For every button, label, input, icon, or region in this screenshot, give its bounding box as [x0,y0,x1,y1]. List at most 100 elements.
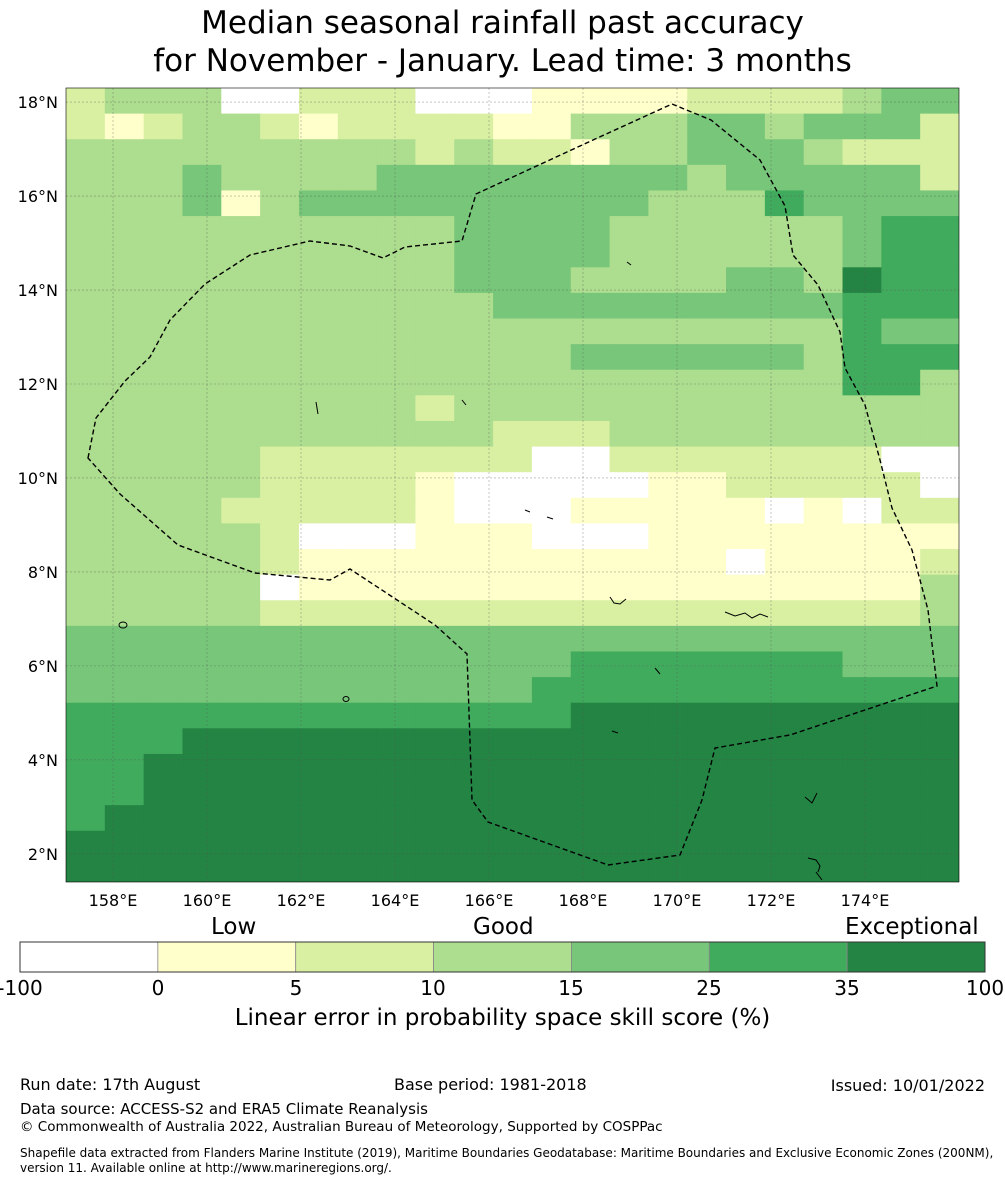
skill-cell [143,472,184,499]
skill-cell [182,395,222,422]
skill-cell [182,446,222,473]
skill-cell [609,600,649,627]
skill-cell [687,574,727,601]
skill-cell [493,292,533,320]
skill-cell [260,856,300,882]
skill-cell [298,702,339,729]
colorbar-tick: 100 [965,976,1005,1000]
skill-cell [531,523,572,550]
skill-cell [764,830,805,857]
skill-cell [648,292,688,320]
skill-cell [609,651,649,678]
island [804,792,818,804]
skill-cell [66,420,106,448]
skill-cell [454,113,494,140]
skill-cell [415,497,455,525]
skill-cell [221,779,261,806]
skill-cell [143,600,184,627]
skill-cell [298,88,339,115]
skill-cell [221,344,261,371]
skill-cell [104,318,145,345]
skill-cell [221,702,261,729]
skill-cell [842,779,882,806]
skill-cell [337,677,378,704]
skill-cell [66,523,106,550]
skill-cell [221,190,261,217]
latitude-label: 4°N [28,751,58,770]
skill-cell [182,267,222,294]
skill-cell [726,395,766,422]
skill-cell [221,113,261,140]
skill-cell [531,702,572,729]
skill-cell [493,856,533,882]
skill-cell [104,164,145,192]
skill-cell [531,113,572,140]
skill-cell [648,625,688,653]
skill-cell [337,344,378,371]
skill-cell [454,728,494,755]
skill-cell [531,216,572,243]
skill-cell [764,190,805,217]
skill-cell [376,625,417,653]
skill-cell [260,830,300,857]
skill-cell [104,113,145,140]
skill-cell [66,472,106,499]
skill-cell [298,190,339,217]
skill-cell [182,625,222,653]
skill-cell [415,651,455,678]
skill-cell [221,805,261,832]
skill-cell [920,702,959,729]
skill-cell [66,779,106,806]
skill-cell [221,318,261,345]
skill-cell [803,677,844,704]
skill-cell [298,677,339,704]
skill-cell [143,856,184,882]
skill-cell [648,190,688,217]
skill-cell [182,856,222,882]
skill-cell [609,574,649,601]
skill-cell [337,446,378,473]
skill-cell [66,856,106,882]
skill-cell [842,369,882,396]
skill-cell [415,318,455,345]
colorbar-category-exceptional: Exceptional [845,914,979,940]
skill-cell [260,497,300,525]
skill-cell [920,446,959,473]
skill-cell [726,753,766,781]
skill-cell [920,856,959,882]
skill-cell [260,292,300,320]
skill-cell [337,600,378,627]
skill-cell [687,549,727,576]
skill-cell [803,549,844,576]
skill-cell [143,292,184,320]
run-date: Run date: 17th August [20,1075,201,1094]
skill-cell [803,728,844,755]
skill-cell [881,625,921,653]
skill-cell [260,88,300,115]
skill-cell [298,420,339,448]
skill-cell [803,651,844,678]
skill-cell [726,88,766,115]
skill-cell [842,497,882,525]
skill-cell [531,856,572,882]
skill-cell [415,805,455,832]
skill-cell [842,728,882,755]
skill-cell [182,472,222,499]
skill-cell [881,600,921,627]
skill-cell [570,139,611,166]
skill-cell [570,369,611,396]
skill-cell [221,420,261,448]
island [807,857,823,881]
skill-cell [687,497,727,525]
skill-cell [920,216,959,243]
colorbar-category-low: Low [211,914,257,940]
skill-cell [337,267,378,294]
skill-cell [764,139,805,166]
skill-cell [454,267,494,294]
skill-cell [920,574,959,601]
skill-cell [298,241,339,268]
skill-cell [881,497,921,525]
skill-cell [609,472,649,499]
skill-cell [221,574,261,601]
skill-cell [648,497,688,525]
